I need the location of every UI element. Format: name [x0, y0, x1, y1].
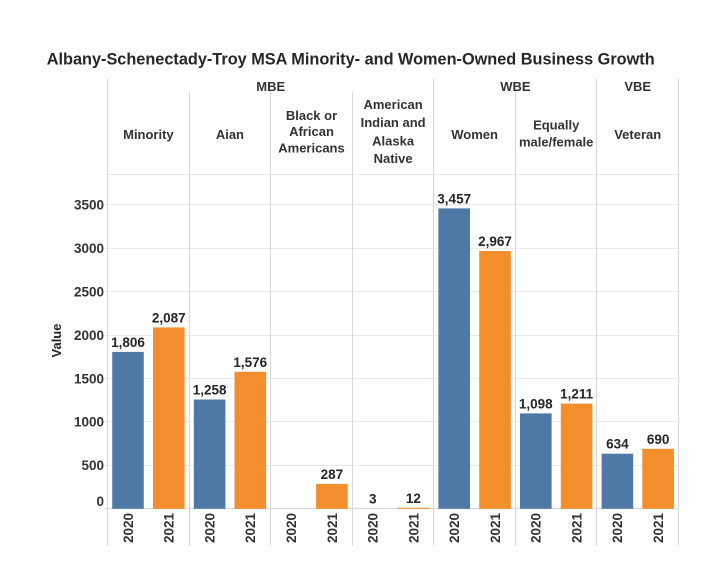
svg-text:2000: 2000 — [74, 328, 104, 343]
svg-text:690: 690 — [647, 432, 670, 447]
svg-text:1,258: 1,258 — [193, 383, 227, 398]
svg-text:Indian and: Indian and — [361, 115, 426, 130]
svg-text:3500: 3500 — [74, 197, 104, 212]
svg-text:2,967: 2,967 — [478, 234, 512, 249]
svg-text:2500: 2500 — [74, 284, 104, 299]
svg-text:Minority: Minority — [123, 127, 174, 142]
svg-text:Alaska: Alaska — [372, 134, 415, 149]
svg-text:WBE: WBE — [500, 79, 531, 94]
svg-text:Veteran: Veteran — [614, 127, 661, 142]
svg-text:12: 12 — [406, 491, 421, 506]
svg-text:2020: 2020 — [529, 513, 544, 543]
svg-text:Women: Women — [451, 127, 498, 142]
svg-text:1,576: 1,576 — [233, 355, 267, 370]
svg-text:2021: 2021 — [570, 512, 585, 543]
svg-text:male/female: male/female — [519, 135, 593, 150]
svg-text:Equally: Equally — [533, 118, 580, 133]
svg-text:2020: 2020 — [366, 513, 381, 543]
svg-text:0: 0 — [96, 494, 104, 509]
svg-text:2021: 2021 — [243, 512, 258, 543]
svg-text:500: 500 — [81, 458, 104, 473]
svg-text:2021: 2021 — [406, 512, 421, 543]
svg-text:1,098: 1,098 — [519, 396, 553, 411]
svg-text:2020: 2020 — [610, 513, 625, 543]
svg-text:VBE: VBE — [624, 79, 651, 94]
svg-text:Black or: Black or — [286, 108, 337, 123]
svg-text:2,087: 2,087 — [152, 310, 186, 325]
svg-text:MBE: MBE — [256, 79, 285, 94]
svg-text:3: 3 — [369, 492, 377, 507]
svg-text:2021: 2021 — [651, 512, 666, 543]
svg-text:2020: 2020 — [447, 513, 462, 543]
svg-text:Americans: Americans — [278, 141, 344, 156]
svg-text:1,211: 1,211 — [560, 387, 594, 402]
svg-text:2020: 2020 — [284, 513, 299, 543]
svg-text:1000: 1000 — [74, 415, 104, 430]
svg-text:Native: Native — [374, 151, 413, 166]
svg-text:Albany-Schenectady-Troy MSA Mi: Albany-Schenectady-Troy MSA Minority- an… — [47, 51, 655, 69]
svg-text:African: African — [289, 124, 334, 139]
svg-text:3,457: 3,457 — [437, 191, 471, 206]
svg-text:1,806: 1,806 — [111, 335, 145, 350]
svg-text:2021: 2021 — [488, 512, 503, 543]
svg-text:2020: 2020 — [121, 513, 136, 543]
svg-text:634: 634 — [606, 437, 629, 452]
svg-text:Value: Value — [49, 324, 64, 358]
svg-text:287: 287 — [321, 467, 344, 482]
svg-text:2021: 2021 — [162, 512, 177, 543]
svg-text:2021: 2021 — [325, 512, 340, 543]
svg-text:Aian: Aian — [216, 127, 244, 142]
svg-text:1500: 1500 — [74, 371, 104, 386]
svg-text:American: American — [363, 97, 422, 112]
svg-text:2020: 2020 — [203, 513, 218, 543]
svg-text:3000: 3000 — [74, 241, 104, 256]
